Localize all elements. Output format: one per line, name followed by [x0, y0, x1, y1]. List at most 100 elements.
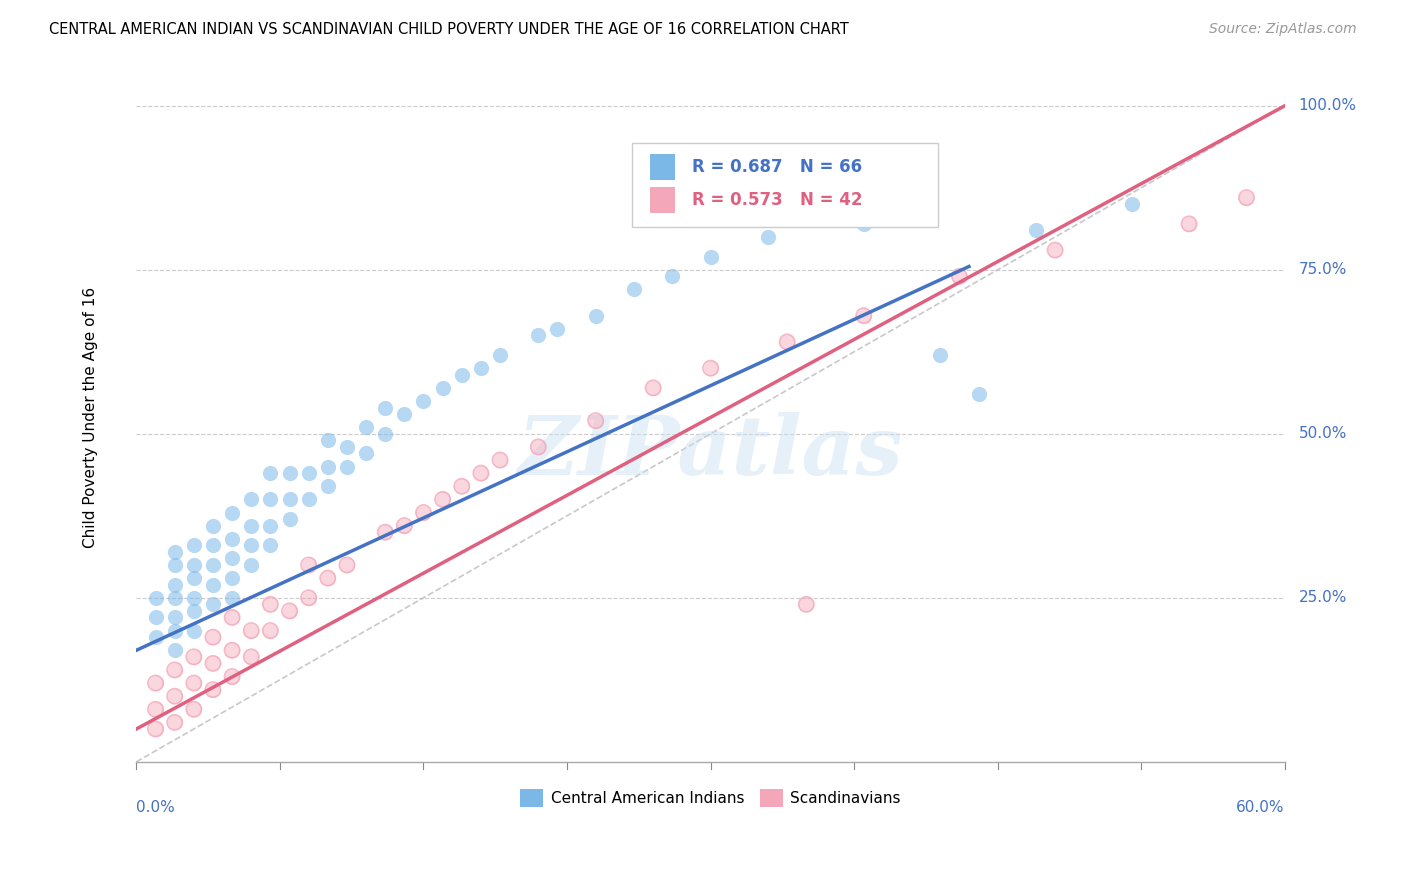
Point [163, 689, 186, 703]
Point [145, 722, 167, 736]
Point [259, 598, 281, 612]
Text: R = 0.573   N = 42: R = 0.573 N = 42 [692, 192, 863, 210]
Point [756, 230, 779, 244]
Point [278, 604, 301, 618]
Point [183, 702, 205, 716]
Point [450, 479, 472, 493]
FancyBboxPatch shape [633, 144, 938, 227]
Point [259, 598, 281, 612]
Point [145, 630, 167, 644]
Point [432, 381, 454, 395]
Point [240, 624, 263, 638]
Point [412, 506, 434, 520]
Point [163, 715, 186, 730]
Text: 75.0%: 75.0% [1299, 262, 1347, 277]
Point [623, 283, 645, 297]
Point [221, 669, 243, 683]
Point [278, 492, 301, 507]
Point [1236, 191, 1258, 205]
Point [163, 663, 186, 677]
Point [163, 545, 186, 559]
Point [776, 334, 799, 349]
Point [374, 525, 396, 540]
Point [163, 558, 186, 572]
Point [1043, 243, 1066, 257]
Point [259, 624, 281, 638]
Point [470, 466, 492, 480]
Point [163, 715, 186, 730]
Point [221, 643, 243, 657]
Text: R = 0.687   N = 66: R = 0.687 N = 66 [692, 159, 862, 177]
Point [201, 577, 224, 591]
Point [221, 506, 243, 520]
Legend: Central American Indians, Scandinavians: Central American Indians, Scandinavians [515, 783, 907, 813]
Point [240, 558, 263, 572]
Point [585, 414, 607, 428]
Point [336, 558, 359, 572]
Point [948, 269, 970, 284]
Text: 50.0%: 50.0% [1299, 426, 1347, 442]
Point [201, 657, 224, 671]
Point [145, 722, 167, 736]
Text: 100.0%: 100.0% [1299, 98, 1357, 113]
FancyBboxPatch shape [650, 154, 675, 180]
Point [794, 598, 817, 612]
Point [316, 571, 339, 585]
Text: Child Poverty Under the Age of 16: Child Poverty Under the Age of 16 [83, 287, 98, 548]
Point [1236, 191, 1258, 205]
Point [183, 676, 205, 690]
Point [221, 591, 243, 605]
Point [278, 512, 301, 526]
Point [183, 558, 205, 572]
Point [1025, 223, 1047, 237]
Point [145, 591, 167, 605]
Point [336, 459, 359, 474]
Point [163, 610, 186, 624]
Point [163, 624, 186, 638]
Point [298, 466, 321, 480]
Point [183, 624, 205, 638]
Point [221, 669, 243, 683]
Point [354, 420, 377, 434]
Point [776, 334, 799, 349]
Point [394, 518, 416, 533]
Point [221, 532, 243, 546]
Point [201, 538, 224, 552]
Point [183, 571, 205, 585]
Point [201, 657, 224, 671]
Point [374, 426, 396, 441]
Point [527, 440, 550, 454]
Point [201, 682, 224, 697]
Point [240, 649, 263, 664]
Point [298, 492, 321, 507]
Point [183, 604, 205, 618]
Point [852, 309, 875, 323]
Point [585, 414, 607, 428]
Point [298, 591, 321, 605]
Point [412, 394, 434, 409]
Point [852, 309, 875, 323]
Point [240, 518, 263, 533]
Point [221, 643, 243, 657]
Point [221, 551, 243, 566]
Point [145, 702, 167, 716]
Point [527, 440, 550, 454]
Point [298, 558, 321, 572]
Point [316, 459, 339, 474]
Point [967, 387, 990, 401]
Point [374, 401, 396, 415]
Point [183, 676, 205, 690]
Point [183, 538, 205, 552]
Point [278, 466, 301, 480]
Point [316, 571, 339, 585]
Point [546, 322, 568, 336]
Point [259, 538, 281, 552]
Point [201, 518, 224, 533]
Point [489, 453, 512, 467]
Point [316, 434, 339, 448]
Point [470, 361, 492, 376]
Point [489, 453, 512, 467]
Point [699, 250, 721, 264]
Point [201, 558, 224, 572]
Point [527, 328, 550, 343]
